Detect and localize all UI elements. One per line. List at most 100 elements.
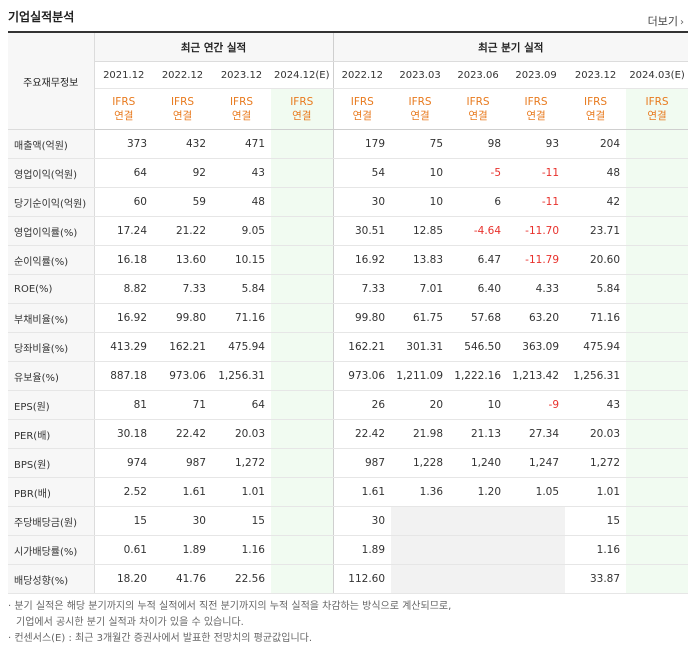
quarter-cell: 27.34 [507,419,566,449]
quarter-cell [626,506,689,536]
quarter-cell: 1.61 [332,477,392,507]
quarter-cell: 1,211.09 [391,361,450,391]
annual-cell: 92 [153,158,212,188]
quarter-cell [626,216,689,246]
quarter-cell [449,535,508,565]
annual-period: 2022.12 [153,61,212,89]
quarter-cell: 10 [391,187,450,217]
table-row: 배당성향(%) 18.20 41.76 22.56 112.60 33.87 [8,564,689,594]
annual-cell [271,361,334,391]
quarter-cell: 1,228 [391,448,450,478]
ifrs-label: IFRS 연결 [449,88,508,130]
annual-cell: 373 [94,129,153,159]
more-link[interactable]: 더보기 › [648,13,684,29]
row-label: EPS(원) [8,390,95,420]
quarter-cell: -9 [507,390,566,420]
quarter-cell: 1.05 [507,477,566,507]
annual-cell: 30.18 [94,419,153,449]
quarter-cell: 30 [332,506,392,536]
annual-header: 최근 연간 실적 [94,33,334,62]
annual-cell: 22.56 [212,564,271,594]
quarter-cell: 43 [565,390,627,420]
quarter-header: 최근 분기 실적 [332,33,689,62]
quarter-cell: 1.36 [391,477,450,507]
ifrs-label: IFRS 연결 [332,88,392,130]
ifrs-line: 연결 [292,110,312,122]
quarter-cell: 987 [332,448,392,478]
quarter-cell: -4.64 [449,216,508,246]
annual-cell [271,245,334,275]
quarter-cell: 71.16 [565,303,627,333]
quarter-cell: 23.71 [565,216,627,246]
footnotes: · 분기 실적은 해당 분기까지의 누적 실적에서 직전 분기까지의 누적 실적… [8,599,688,647]
quarter-cell [626,419,689,449]
annual-cell [271,564,334,594]
annual-cell: 81 [94,390,153,420]
quarter-cell [391,506,450,536]
annual-cell: 64 [212,390,271,420]
row-label: 순이익률(%) [8,245,95,275]
annual-cell: 15 [212,506,271,536]
annual-cell [271,506,334,536]
quarter-cell: 30 [332,187,392,217]
annual-cell: 974 [94,448,153,478]
quarter-cell: 61.75 [391,303,450,333]
chevron-right-icon: › [680,17,684,28]
annual-cell: 99.80 [153,303,212,333]
quarter-cell: 546.50 [449,332,508,362]
annual-cell: 973.06 [153,361,212,391]
annual-cell [271,390,334,420]
table-row: 영업이익(억원) 64 92 43 54 10 -5 -11 48 [8,158,689,188]
ifrs-line: IFRS [466,96,490,108]
ifrs-label: IFRS 연결 [565,88,627,130]
section-title: 기업실적분석 [8,10,75,24]
annual-cell: 5.84 [212,274,271,304]
quarter-cell: 26 [332,390,392,420]
table-row: 매출액(억원) 373 432 471 179 75 98 93 204 [8,129,689,159]
row-label: 주당배당금(원) [8,506,95,536]
annual-cell [271,129,334,159]
quarter-cell: 301.31 [391,332,450,362]
quarter-period: 2023.03 [391,61,450,89]
quarter-cell: 6 [449,187,508,217]
ifrs-line: 연결 [468,110,488,122]
annual-cell: 13.60 [153,245,212,275]
annual-cell: 1.16 [212,535,271,565]
row-label: 배당성향(%) [8,564,95,594]
row-label: 시가배당률(%) [8,535,95,565]
quarter-cell [626,187,689,217]
quarter-cell: 30.51 [332,216,392,246]
quarter-cell: 75 [391,129,450,159]
ifrs-line: 연결 [647,110,667,122]
annual-cell: 43 [212,158,271,188]
annual-cell: 1.01 [212,477,271,507]
ifrs-line: 연결 [172,110,193,122]
table-row: 당기순이익(억원) 60 59 48 30 10 6 -11 42 [8,187,689,217]
ifrs-line: IFRS [290,96,314,108]
annual-cell [271,332,334,362]
annual-cell: 59 [153,187,212,217]
row-label: 유보율(%) [8,361,95,391]
table-row: 주당배당금(원) 15 30 15 30 15 [8,506,689,536]
quarter-cell: 1.16 [565,535,627,565]
ifrs-line: 연결 [585,110,606,122]
annual-cell [271,274,334,304]
annual-cell: 17.24 [94,216,153,246]
quarter-cell: 22.42 [332,419,392,449]
quarter-cell: 42 [565,187,627,217]
quarter-cell: 98 [449,129,508,159]
quarter-cell: 33.87 [565,564,627,594]
ifrs-label: IFRS 연결 [271,88,334,130]
quarter-cell: 10 [449,390,508,420]
quarter-cell: 20 [391,390,450,420]
table-row: 시가배당률(%) 0.61 1.89 1.16 1.89 1.16 [8,535,689,565]
financial-table: 주요재무정보 최근 연간 실적 최근 분기 실적 2021.12 2022.12… [8,33,689,594]
ifrs-line: 연결 [231,110,252,122]
title-rule [8,31,688,33]
ifrs-line: IFRS [583,96,608,108]
ifrs-label: IFRS 연결 [94,88,153,130]
annual-cell [271,477,334,507]
quarter-cell: 1,247 [507,448,566,478]
annual-cell: 471 [212,129,271,159]
table-row: 순이익률(%) 16.18 13.60 10.15 16.92 13.83 6.47 -11.… [8,245,689,275]
